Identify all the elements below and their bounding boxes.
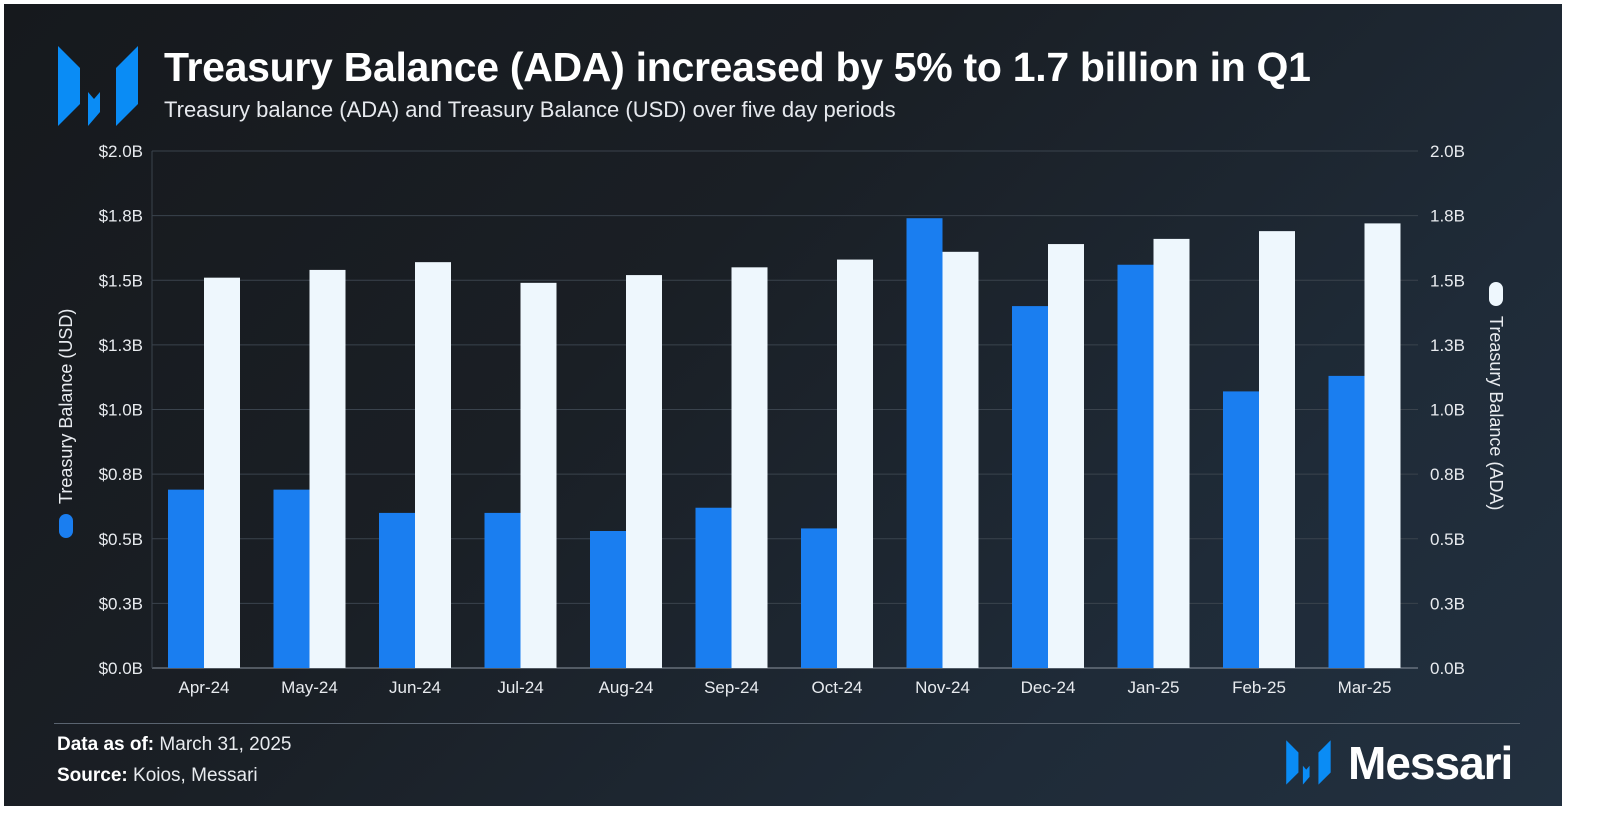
legend-marker-ada [1489, 282, 1503, 306]
y-tick-left: $1.5B [99, 271, 143, 290]
messari-brand: Messari [1284, 736, 1513, 790]
y-tick-left: $1.3B [99, 336, 143, 355]
x-tick-label: Dec-24 [1021, 678, 1076, 697]
y-axis-label-left-text: Treasury Balance (USD) [56, 309, 76, 504]
y-tick-right: 0.0B [1430, 659, 1465, 678]
y-tick-left: $2.0B [99, 142, 143, 161]
y-tick-right: 1.3B [1430, 336, 1465, 355]
bar-ada [1364, 223, 1401, 668]
chart-title: Treasury Balance (ADA) increased by 5% t… [164, 44, 1311, 90]
x-tick-label: Jan-25 [1128, 678, 1180, 697]
source-label: Source: [57, 765, 128, 786]
footer-divider [54, 723, 1520, 724]
y-tick-left: $0.8B [99, 465, 143, 484]
bar-ada [731, 267, 768, 668]
data-as-of-value: March 31, 2025 [159, 734, 292, 755]
x-tick-label: Nov-24 [915, 678, 970, 697]
x-tick-label: Oct-24 [811, 678, 862, 697]
bar-ada [520, 282, 557, 668]
x-tick-label: Jul-24 [497, 678, 543, 697]
y-tick-left: $0.0B [99, 659, 143, 678]
bar-usd [379, 512, 415, 668]
y-tick-right: 0.8B [1430, 465, 1465, 484]
x-tick-label: Jun-24 [389, 678, 441, 697]
y-tick-right: 0.5B [1430, 530, 1465, 549]
data-as-of: Data as of: March 31, 2025 [57, 734, 291, 756]
bar-usd [906, 218, 943, 668]
source: Source: Koios, Messari [57, 765, 258, 787]
bar-ada [415, 262, 451, 668]
y-axis-label-right-text: Treasury Balance (ADA) [1486, 316, 1506, 510]
y-tick-right: 0.3B [1430, 594, 1465, 613]
x-tick-label: Sep-24 [704, 678, 759, 697]
messari-logo-icon [58, 46, 138, 126]
x-tick-label: Apr-24 [178, 678, 229, 697]
chart-card: Treasury Balance (ADA) increased by 5% t… [4, 4, 1562, 806]
y-axis-label-left: Treasury Balance (USD) [56, 309, 76, 538]
bar-usd [168, 489, 204, 668]
bar-ada [942, 251, 979, 668]
bar-ada [204, 277, 240, 668]
messari-brand-icon [1286, 740, 1331, 785]
y-tick-left: $0.5B [99, 530, 143, 549]
y-axis-label-right: Treasury Balance (ADA) [1486, 282, 1506, 510]
y-tick-right: 1.8B [1430, 207, 1465, 226]
brand-name: Messari [1348, 737, 1513, 789]
bar-usd [695, 507, 732, 668]
bar-usd [1117, 264, 1154, 668]
y-tick-right: 1.5B [1430, 271, 1465, 290]
y-tick-left: $1.8B [99, 207, 143, 226]
bar-usd [590, 530, 626, 668]
bar-usd [801, 528, 837, 668]
bar-ada [837, 259, 873, 668]
x-tick-label: Feb-25 [1232, 678, 1286, 697]
bar-usd [273, 489, 310, 668]
bar-usd [1223, 391, 1259, 668]
y-tick-left: $0.3B [99, 594, 143, 613]
chart-subtitle: Treasury balance (ADA) and Treasury Bala… [164, 97, 896, 122]
bar-ada [1259, 231, 1295, 668]
source-value: Koios, Messari [133, 765, 258, 786]
x-tick-label: Mar-25 [1338, 678, 1392, 697]
bar-ada [1153, 238, 1190, 668]
y-tick-left: $1.0B [99, 401, 143, 420]
bar-ada [309, 269, 346, 668]
y-tick-right: 1.0B [1430, 401, 1465, 420]
data-as-of-label: Data as of: [57, 734, 155, 755]
bar-ada [1048, 244, 1084, 668]
y-tick-right: 2.0B [1430, 142, 1465, 161]
bar-usd [484, 512, 521, 668]
bar-usd [1012, 306, 1048, 668]
bar-ada [626, 275, 662, 668]
legend-marker-usd [59, 514, 73, 538]
x-tick-label: Aug-24 [599, 678, 654, 697]
bar-usd [1328, 375, 1365, 668]
x-tick-label: May-24 [281, 678, 338, 697]
